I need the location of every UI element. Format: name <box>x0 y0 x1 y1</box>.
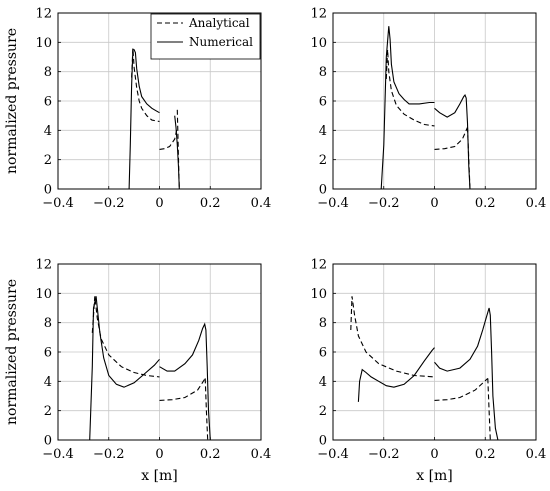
y-tick-label: 6 <box>44 346 52 361</box>
series-numerical-line-2 <box>159 322 211 441</box>
x-tick-label: 0.2 <box>200 447 221 462</box>
y-tick-label: 12 <box>310 7 327 22</box>
y-tick-label: 12 <box>35 258 52 273</box>
series-analytical-line-2 <box>159 127 178 150</box>
series-analytical-line-2 <box>159 378 206 401</box>
x-tick-label: 0.4 <box>526 447 547 462</box>
y-tick-label: 10 <box>35 36 52 51</box>
y-tick-label: 0 <box>44 183 52 198</box>
x-tick-label: 0.2 <box>475 447 496 462</box>
y-tick-label: 4 <box>44 124 52 139</box>
legend-label-numerical: Numerical <box>189 35 253 49</box>
series-numerical-line-2 <box>434 94 471 190</box>
x-tick-label: −0.2 <box>93 447 125 462</box>
y-tick-label: 12 <box>310 258 327 273</box>
chart-panel-4: −0.4 −0.2 0 0.2 0.4 0 2 4 6 8 10 12 x [m] <box>310 258 546 485</box>
x-tick-label: −0.4 <box>317 447 349 462</box>
series-numerical-line-1 <box>357 347 435 402</box>
chart-panel-1: −0.4 −0.2 0 0.2 0.4 0 2 4 6 8 10 12 normalized press… <box>4 7 271 212</box>
x-tick-label: 0.2 <box>200 196 221 211</box>
x-tick-label: −0.4 <box>42 447 74 462</box>
y-tick-label: 2 <box>319 153 327 168</box>
series-analytical-line-3 <box>487 378 491 441</box>
y-tick-label: 8 <box>44 65 52 80</box>
y-tick-label: 6 <box>44 95 52 110</box>
series-analytical-line-1 <box>385 49 435 127</box>
series-analytical-line-1 <box>91 296 160 378</box>
y-tick-label: 6 <box>319 346 327 361</box>
series-analytical-line-3 <box>204 378 209 441</box>
x-tick-label: 0 <box>155 196 163 211</box>
y-tick-label: 10 <box>310 36 327 51</box>
series-analytical-line-2 <box>434 127 469 150</box>
x-axis-label: x [m] <box>141 468 178 484</box>
x-tick-label: −0.4 <box>42 196 74 211</box>
x-tick-label: −0.2 <box>368 447 400 462</box>
y-tick-label: 8 <box>319 316 327 331</box>
series-numerical-line-2 <box>434 307 499 441</box>
x-tick-label: −0.4 <box>317 196 349 211</box>
y-tick-label: 8 <box>319 65 327 80</box>
series-numerical-line-1 <box>380 26 435 190</box>
y-tick-label: 2 <box>44 153 52 168</box>
x-tick-label: 0.4 <box>251 196 272 211</box>
x-tick-label: 0.4 <box>251 447 272 462</box>
y-tick-label: 10 <box>310 287 327 302</box>
y-tick-label: 2 <box>319 404 327 419</box>
y-tick-label: 10 <box>35 287 52 302</box>
legend-box <box>150 13 261 60</box>
x-tick-label: −0.2 <box>93 196 125 211</box>
chart-panel-3: −0.4 −0.2 0 0.2 0.4 0 2 4 6 8 10 12 normalized press… <box>4 258 271 485</box>
y-axis-label: normalized pressure <box>4 28 20 174</box>
y-tick-label: 8 <box>44 316 52 331</box>
chart-panel-2: −0.4 −0.2 0 0.2 0.4 0 2 4 6 8 10 12 <box>310 7 546 212</box>
y-tick-label: 6 <box>319 95 327 110</box>
x-tick-label: 0.2 <box>475 196 496 211</box>
series-analytical-line-1 <box>131 48 160 123</box>
y-tick-label: 2 <box>44 404 52 419</box>
series-analytical-line-1 <box>350 296 435 378</box>
x-tick-label: 0 <box>155 447 163 462</box>
series-numerical-line-1 <box>128 49 160 190</box>
y-tick-label: 4 <box>319 124 327 139</box>
y-tick-label: 0 <box>44 434 52 449</box>
legend-label-analytical: Analytical <box>188 16 250 30</box>
legend: Analytical Numerical <box>150 13 261 60</box>
series-numerical-line-1 <box>89 296 160 441</box>
y-tick-label: 0 <box>319 434 327 449</box>
series-analytical-line-2 <box>434 377 489 401</box>
y-tick-label: 12 <box>35 7 52 22</box>
y-tick-label: 0 <box>319 183 327 198</box>
series-numerical-line-2 <box>174 115 180 190</box>
x-tick-label: 0 <box>430 447 438 462</box>
x-tick-label: 0.4 <box>526 196 547 211</box>
x-tick-label: 0 <box>430 196 438 211</box>
y-tick-label: 4 <box>319 375 327 390</box>
y-tick-label: 4 <box>44 375 52 390</box>
x-tick-label: −0.2 <box>368 196 400 211</box>
x-axis-label: x [m] <box>416 468 453 484</box>
y-axis-label: normalized pressure <box>4 279 20 425</box>
